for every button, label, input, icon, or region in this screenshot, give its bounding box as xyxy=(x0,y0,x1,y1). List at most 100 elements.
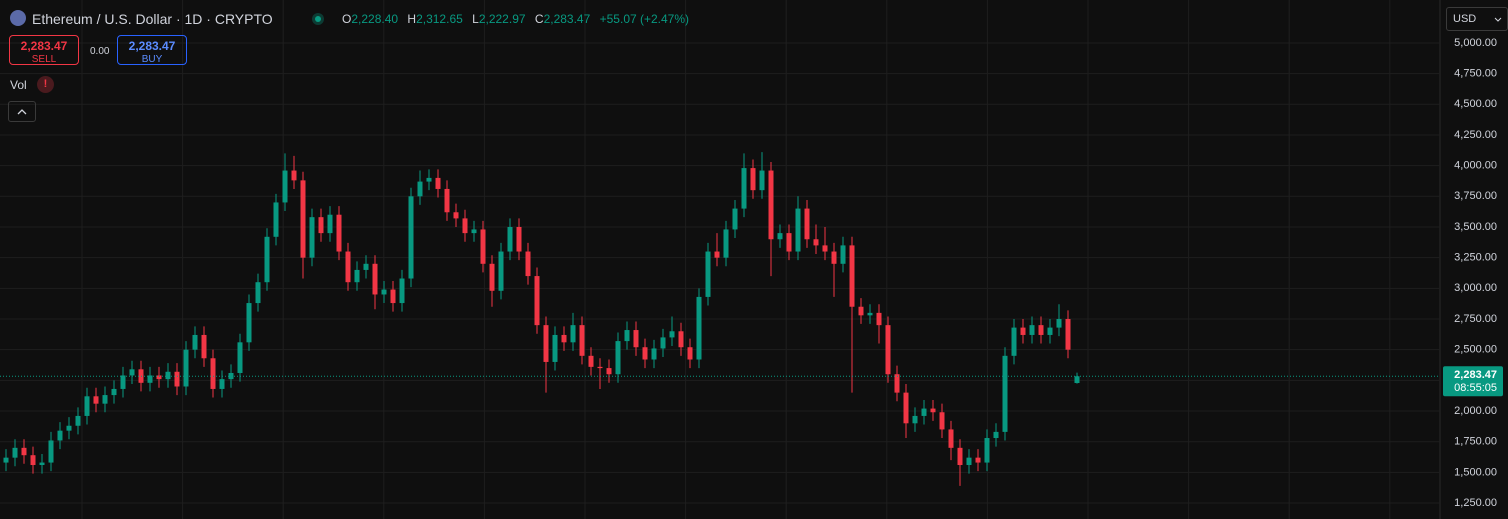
volume-label[interactable]: Vol xyxy=(10,78,27,92)
candle-body xyxy=(417,181,423,197)
candle-body xyxy=(696,296,702,360)
ohlc-value: 2,222.97 xyxy=(478,12,526,26)
candle-body xyxy=(327,214,333,234)
candle-body xyxy=(984,438,990,463)
candle-body xyxy=(1002,355,1008,432)
candle-body xyxy=(282,170,288,203)
ohlc-value: 2,228.40 xyxy=(351,12,399,26)
candle-body xyxy=(3,457,9,463)
candle-body xyxy=(597,366,603,369)
symbol-title[interactable]: Ethereum / U.S. Dollar · 1D · CRYPTO xyxy=(32,11,273,27)
buy-button[interactable]: 2,283.47 BUY xyxy=(117,35,187,65)
candle-body xyxy=(894,374,900,393)
ohlc-key: H xyxy=(407,12,417,26)
candle-body xyxy=(435,177,441,189)
y-tick-label: 5,000.00 xyxy=(1454,37,1497,49)
candle-body xyxy=(525,251,531,277)
candle-body xyxy=(498,251,504,291)
price-axis xyxy=(1440,0,1508,519)
candle-body xyxy=(849,245,855,307)
volume-warning[interactable]: ! xyxy=(37,76,54,93)
candle-body xyxy=(489,263,495,291)
market-status[interactable] xyxy=(312,13,324,25)
candle-body xyxy=(174,371,180,387)
currency-select[interactable]: USD xyxy=(1446,7,1508,31)
candle-body xyxy=(48,440,54,463)
y-tick-label: 3,250.00 xyxy=(1454,252,1497,264)
y-tick-label: 1,250.00 xyxy=(1454,497,1497,509)
candle-body xyxy=(372,263,378,295)
candle-body xyxy=(219,379,225,389)
candle-body xyxy=(561,334,567,343)
candle-body xyxy=(444,188,450,213)
candle-body xyxy=(669,331,675,338)
sell-button[interactable]: 2,283.47 SELL xyxy=(9,35,79,65)
candle-body xyxy=(300,180,306,258)
candle-body xyxy=(876,312,882,326)
candle-body xyxy=(165,371,171,380)
candle-body xyxy=(291,170,297,181)
candle-body xyxy=(471,229,477,234)
candle-body xyxy=(1074,376,1080,384)
buy-price: 2,283.47 xyxy=(128,39,176,53)
candle-body xyxy=(12,447,18,458)
candle-body xyxy=(66,425,72,431)
candle-body xyxy=(777,233,783,240)
candle-body xyxy=(1047,327,1053,335)
candle-body xyxy=(912,415,918,424)
candle-body xyxy=(201,334,207,359)
candle-body xyxy=(732,208,738,230)
candle-body xyxy=(183,349,189,387)
candle-body xyxy=(93,396,99,404)
candle-body xyxy=(741,168,747,209)
sell-label: SELL xyxy=(31,54,57,65)
candle-body xyxy=(1065,319,1071,350)
candle-body xyxy=(210,358,216,389)
candle-body xyxy=(930,408,936,413)
y-tick-label: 3,500.00 xyxy=(1454,221,1497,233)
y-tick-label: 4,000.00 xyxy=(1454,160,1497,172)
price-change: +55.07 (+2.47%) xyxy=(599,12,690,26)
candle-body xyxy=(570,325,576,343)
symbol-icon[interactable] xyxy=(10,10,26,26)
countdown: 08:55:05 xyxy=(1454,382,1497,394)
candle-body xyxy=(57,430,63,441)
candle-body xyxy=(453,212,459,219)
candle-body xyxy=(75,415,81,426)
y-tick-label: 1,500.00 xyxy=(1454,466,1497,478)
candle-body xyxy=(480,229,486,264)
candle-body xyxy=(975,457,981,463)
candle-body xyxy=(858,306,864,316)
candle-body xyxy=(606,368,612,375)
candle-body xyxy=(579,325,585,356)
candle-body xyxy=(750,168,756,191)
candle-body xyxy=(1011,327,1017,356)
ohlc-value: 2,312.65 xyxy=(416,12,463,26)
y-tick-label: 4,750.00 xyxy=(1454,68,1497,80)
candle-body xyxy=(264,236,270,283)
candle-body xyxy=(723,229,729,258)
candle-body xyxy=(516,226,522,252)
candle-body xyxy=(993,431,999,439)
candle-body xyxy=(408,196,414,279)
candle-body xyxy=(156,375,162,380)
candle-body xyxy=(966,457,972,466)
y-tick-label: 2,000.00 xyxy=(1454,405,1497,417)
candle-body xyxy=(1020,327,1026,335)
candle-body xyxy=(867,312,873,316)
candle-body xyxy=(822,245,828,252)
candle-body xyxy=(534,276,540,326)
y-tick-label: 1,750.00 xyxy=(1454,436,1497,448)
candle-body xyxy=(30,455,36,466)
ohlc-key: C xyxy=(534,12,544,26)
candle-body xyxy=(363,263,369,270)
dropdown-caret xyxy=(1494,17,1502,22)
candle-body xyxy=(255,282,261,304)
candle-body xyxy=(246,303,252,343)
collapse-button[interactable] xyxy=(8,101,36,122)
candle-body xyxy=(462,218,468,234)
y-tick-label: 4,250.00 xyxy=(1454,129,1497,141)
candle-body xyxy=(336,214,342,252)
candle-body xyxy=(507,226,513,252)
